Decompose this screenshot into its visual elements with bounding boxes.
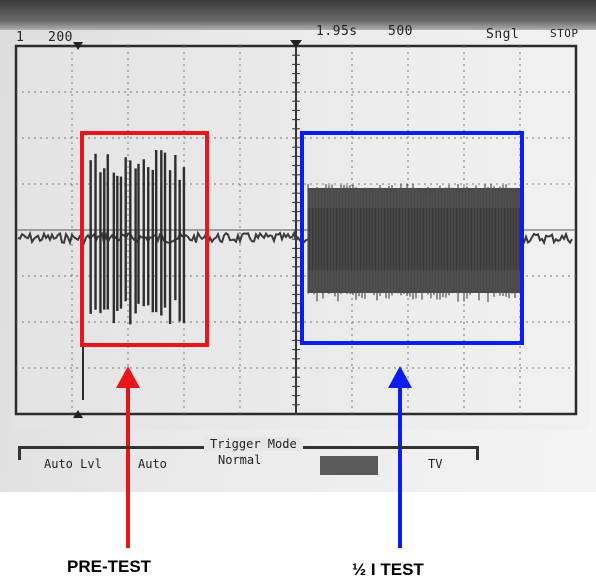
softkey-normal[interactable]: Normal [218,453,262,467]
channel-indicator: 1 [16,30,25,45]
pretest-arrow-head [116,366,140,388]
softkey-selected-block[interactable] [320,456,378,475]
halftest-arrow-head [388,366,412,388]
pretest-box [80,131,209,347]
softkey-rule-right-tick [476,446,479,460]
trigger-marker [290,40,302,48]
stop-indicator: STOP [550,27,579,40]
softkey-tv[interactable]: TV [428,457,443,471]
pretest-label: PRE-TEST [67,557,152,576]
ref-marker-top [73,42,83,50]
run-status: Sngl [486,27,520,42]
trigger-delay: 1.95s [316,24,358,39]
half-test-label: ½ I TEST [352,560,424,579]
softkey-rule-left-tick [18,446,21,460]
softkey-auto[interactable]: Auto [138,457,167,471]
softkey-auto-lvl[interactable]: Auto Lvl [44,457,102,471]
ref-marker-bottom [73,410,83,418]
halftest-box [300,131,524,345]
trigger-mode-title: Trigger Mode [204,437,303,451]
photo-top-shadow [0,0,596,30]
time-per-div: 500 [388,24,413,39]
volts-per-div: 200 [48,30,73,45]
